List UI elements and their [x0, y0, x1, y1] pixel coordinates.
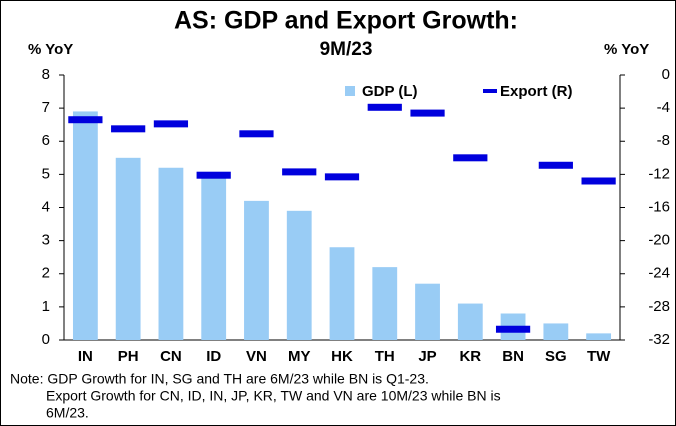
legend-swatch — [345, 86, 355, 96]
y-tick-label: 7 — [42, 99, 50, 116]
legend-swatch — [483, 89, 497, 93]
export-marker — [282, 168, 317, 176]
x-tick-label: JP — [418, 348, 436, 365]
y-tick-label: 3 — [42, 232, 50, 249]
y2-tick-label: -32 — [648, 331, 670, 348]
y-tick-label: 4 — [42, 198, 50, 215]
export-marker — [239, 130, 274, 138]
y2-tick-label: -8 — [657, 132, 670, 149]
x-tick-label: CN — [160, 348, 182, 365]
bar — [415, 283, 440, 340]
x-tick-label: BN — [502, 348, 524, 365]
x-tick-label: HK — [331, 348, 353, 365]
x-tick-label: SG — [545, 348, 567, 365]
note: Note: GDP Growth for IN, SG and TH are 6… — [10, 371, 429, 387]
y2-tick-label: -20 — [648, 232, 670, 249]
x-tick-label: ID — [206, 348, 221, 365]
export-marker — [324, 173, 360, 181]
note: 6M/23. — [46, 405, 89, 421]
x-tick-label: VN — [246, 348, 267, 365]
export-marker — [410, 109, 445, 117]
bar — [72, 111, 98, 340]
x-tick-label: KR — [459, 348, 481, 365]
y-axis-label: % YoY — [28, 41, 73, 58]
bar — [158, 167, 184, 340]
y-tick-label: 6 — [42, 132, 50, 149]
y-tick-label: 1 — [42, 298, 50, 315]
y-tick-label: 2 — [42, 265, 50, 282]
x-tick-label: MY — [288, 348, 311, 365]
bar — [543, 323, 569, 340]
y2-tick-label: -16 — [648, 198, 670, 215]
legend-label: Export (R) — [500, 83, 573, 100]
export-marker — [453, 154, 488, 162]
bar — [115, 157, 141, 340]
y2-tick-label: -24 — [648, 265, 670, 282]
export-marker — [538, 161, 573, 169]
y-tick-label: 0 — [42, 331, 50, 348]
x-tick-label: TH — [375, 348, 395, 365]
note: Export Growth for CN, ID, IN, JP, KR, TW… — [46, 388, 501, 404]
y2-tick-label: -4 — [657, 99, 670, 116]
x-tick-label: IN — [78, 348, 93, 365]
y2-tick-label: -28 — [648, 298, 670, 315]
y-tick-label: 5 — [42, 165, 50, 182]
export-marker — [367, 103, 402, 111]
export-marker — [153, 120, 189, 128]
x-tick-label: TW — [587, 348, 611, 365]
export-marker — [581, 177, 616, 185]
bar — [586, 333, 612, 340]
y2-axis-label: % YoY — [604, 41, 649, 58]
bar — [201, 174, 227, 340]
bar — [244, 200, 269, 340]
export-marker — [495, 325, 531, 333]
bar — [286, 210, 312, 340]
x-tick-label: PH — [118, 348, 139, 365]
bar — [457, 303, 483, 340]
y2-tick-label: -12 — [648, 165, 670, 182]
y-tick-label: 8 — [42, 66, 50, 83]
bar — [329, 247, 355, 340]
y2-tick-label: 0 — [662, 66, 670, 83]
export-marker — [196, 171, 231, 179]
export-marker — [111, 125, 146, 133]
export-marker — [68, 116, 103, 124]
chart-title: 9M/23 — [320, 39, 373, 60]
chart-title: AS: GDP and Export Growth: — [174, 7, 518, 35]
legend-label: GDP (L) — [362, 83, 418, 100]
bar — [372, 267, 398, 340]
